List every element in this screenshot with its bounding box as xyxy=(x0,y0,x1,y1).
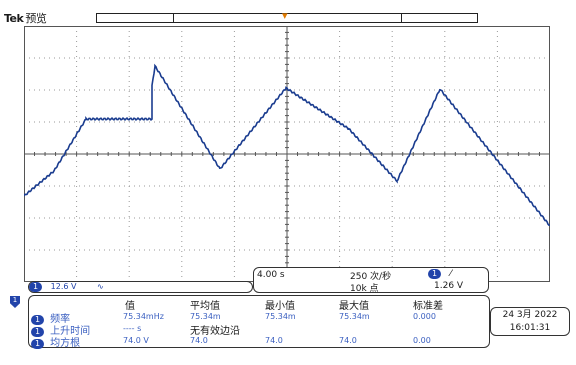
freq-min: 75.34m xyxy=(265,312,296,321)
row-name: 均方根 xyxy=(50,338,81,349)
channel-1-ground-marker[interactable]: 1 xyxy=(10,296,20,308)
rms-min: 74.0 xyxy=(265,336,283,345)
volts-per-div: 12.6 V xyxy=(50,282,77,291)
ac-coupling-icon: ∿ xyxy=(97,282,104,291)
trigger-source: 1 ⁄ xyxy=(428,269,451,279)
waveform-display[interactable] xyxy=(23,25,551,283)
mode-label: 预览 xyxy=(25,12,47,25)
datetime-panel: 24 3月 2022 16:01:31 xyxy=(490,307,570,336)
freq-value: 75.34mHz xyxy=(123,312,164,321)
channel-1-trace xyxy=(23,63,550,226)
freq-std: 0.000 xyxy=(413,312,436,321)
trigger-level: 1.26 V xyxy=(434,281,464,291)
meas-row-rms[interactable]: 1 均方根 xyxy=(31,334,80,349)
header-mean: 平均值 xyxy=(190,301,220,312)
trigger-slope-icon: ⁄ xyxy=(449,269,452,279)
brand: Tek 预览 xyxy=(4,10,47,26)
graticule xyxy=(23,25,551,283)
horizontal-readout[interactable]: 4.00 s 250 次/秒 10k 点 1 ⁄ 1.26 V xyxy=(253,267,489,294)
meas-row-frequency[interactable]: 1 频率 xyxy=(31,310,70,325)
row-name: 频率 xyxy=(50,314,71,325)
row-badge: 1 xyxy=(31,315,45,325)
rise-value: ---- s xyxy=(123,324,142,333)
time: 16:01:31 xyxy=(509,323,551,333)
rms-std: 0.00 xyxy=(413,336,431,345)
row-badge: 1 xyxy=(31,327,45,337)
record-length: 10k 点 xyxy=(350,284,379,294)
trigger-position-icon[interactable]: ▾ xyxy=(282,9,288,22)
row-badge: 1 xyxy=(31,339,45,349)
top-bar: Tek 预览 ▾ xyxy=(0,0,576,26)
row-name: 上升时间 xyxy=(50,326,91,337)
record-overview-bar[interactable]: ▾ xyxy=(96,9,478,23)
channel-badge: 1 xyxy=(29,282,43,292)
record-window[interactable] xyxy=(173,13,402,23)
freq-mean: 75.34m xyxy=(190,312,221,321)
channel-1-readout[interactable]: 1 12.6 V ∿ xyxy=(28,281,253,293)
freq-max: 75.34m xyxy=(339,312,370,321)
rms-max: 74.0 xyxy=(339,336,357,345)
header-max: 最大值 xyxy=(339,301,369,312)
time-per-div: 4.00 s xyxy=(257,270,285,280)
header-value: 值 xyxy=(125,301,135,312)
brand-logo: Tek xyxy=(4,12,24,25)
measurements-panel[interactable]: 值 平均值 最小值 最大值 标准差 1 频率 75.34mHz 75.34m 75… xyxy=(28,295,490,349)
trigger-channel-badge: 1 xyxy=(428,269,442,279)
date: 24 3月 2022 xyxy=(502,310,558,320)
header-min: 最小值 xyxy=(265,301,295,312)
rms-mean: 74.0 xyxy=(190,336,208,345)
sample-rate: 250 次/秒 xyxy=(350,272,392,282)
meas-row-rise-time[interactable]: 1 上升时间 xyxy=(31,322,90,337)
rise-note: 无有效边沿 xyxy=(190,326,240,337)
rms-value: 74.0 V xyxy=(123,336,149,345)
header-std: 标准差 xyxy=(413,301,443,312)
